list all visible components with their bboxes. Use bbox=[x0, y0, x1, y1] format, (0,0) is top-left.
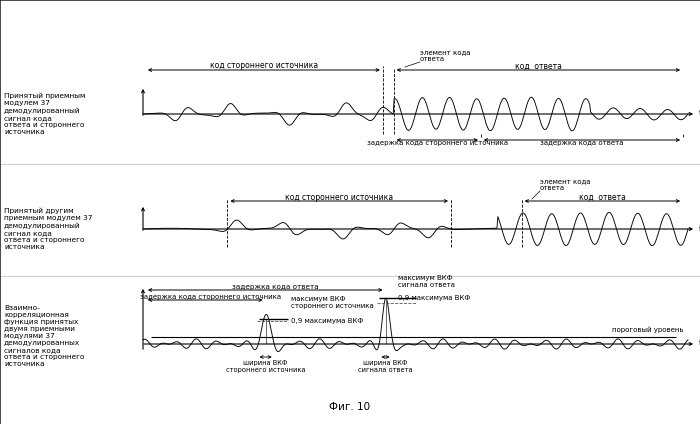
Text: ширина ВКФ
стороннего источника: ширина ВКФ стороннего источника bbox=[226, 360, 305, 373]
Text: Фиг. 10: Фиг. 10 bbox=[330, 402, 370, 412]
Text: код стороннего источника: код стороннего источника bbox=[210, 61, 318, 70]
Text: задержка кода стороннего источника: задержка кода стороннего источника bbox=[140, 294, 281, 300]
Text: 0,9 максимума ВКФ: 0,9 максимума ВКФ bbox=[290, 318, 363, 324]
Text: Принятый приемным
модулем 37
демодулированный
сигнал кода
ответа и стороннего
ис: Принятый приемным модулем 37 демодулиров… bbox=[4, 93, 85, 135]
Text: максимум ВКФ
сигнала ответа: максимум ВКФ сигнала ответа bbox=[398, 275, 454, 288]
Text: t: t bbox=[699, 109, 700, 118]
Text: ширина ВКФ
сигнала ответа: ширина ВКФ сигнала ответа bbox=[358, 360, 413, 373]
Text: задержка кода стороннего источника: задержка кода стороннего источника bbox=[367, 140, 508, 146]
Text: код стороннего источника: код стороннего источника bbox=[285, 192, 393, 201]
Text: t: t bbox=[699, 224, 700, 234]
Text: элемент кода
ответа: элемент кода ответа bbox=[420, 49, 470, 62]
Text: элемент кода
ответа: элемент кода ответа bbox=[540, 178, 591, 191]
Text: 0,9 максимума ВКФ: 0,9 максимума ВКФ bbox=[398, 295, 470, 301]
Text: максимум ВКФ
стороннего источника: максимум ВКФ стороннего источника bbox=[290, 296, 373, 309]
Text: задержка кода ответа: задержка кода ответа bbox=[232, 284, 318, 290]
Text: Принятый другим
приемным модулем 37
демодулированный
сигнал кода
ответа и сторон: Принятый другим приемным модулем 37 демо… bbox=[4, 208, 92, 250]
Text: Взаимно-
корреляционная
функция принятых
двумя приемными
модулями 37
демодулиров: Взаимно- корреляционная функция принятых… bbox=[4, 305, 85, 367]
Text: код  ответа: код ответа bbox=[515, 61, 562, 70]
Text: пороговый уровень: пороговый уровень bbox=[612, 326, 683, 333]
Text: t: t bbox=[699, 340, 700, 349]
Text: код  ответа: код ответа bbox=[579, 192, 626, 201]
Text: задержка кода ответа: задержка кода ответа bbox=[540, 140, 624, 146]
